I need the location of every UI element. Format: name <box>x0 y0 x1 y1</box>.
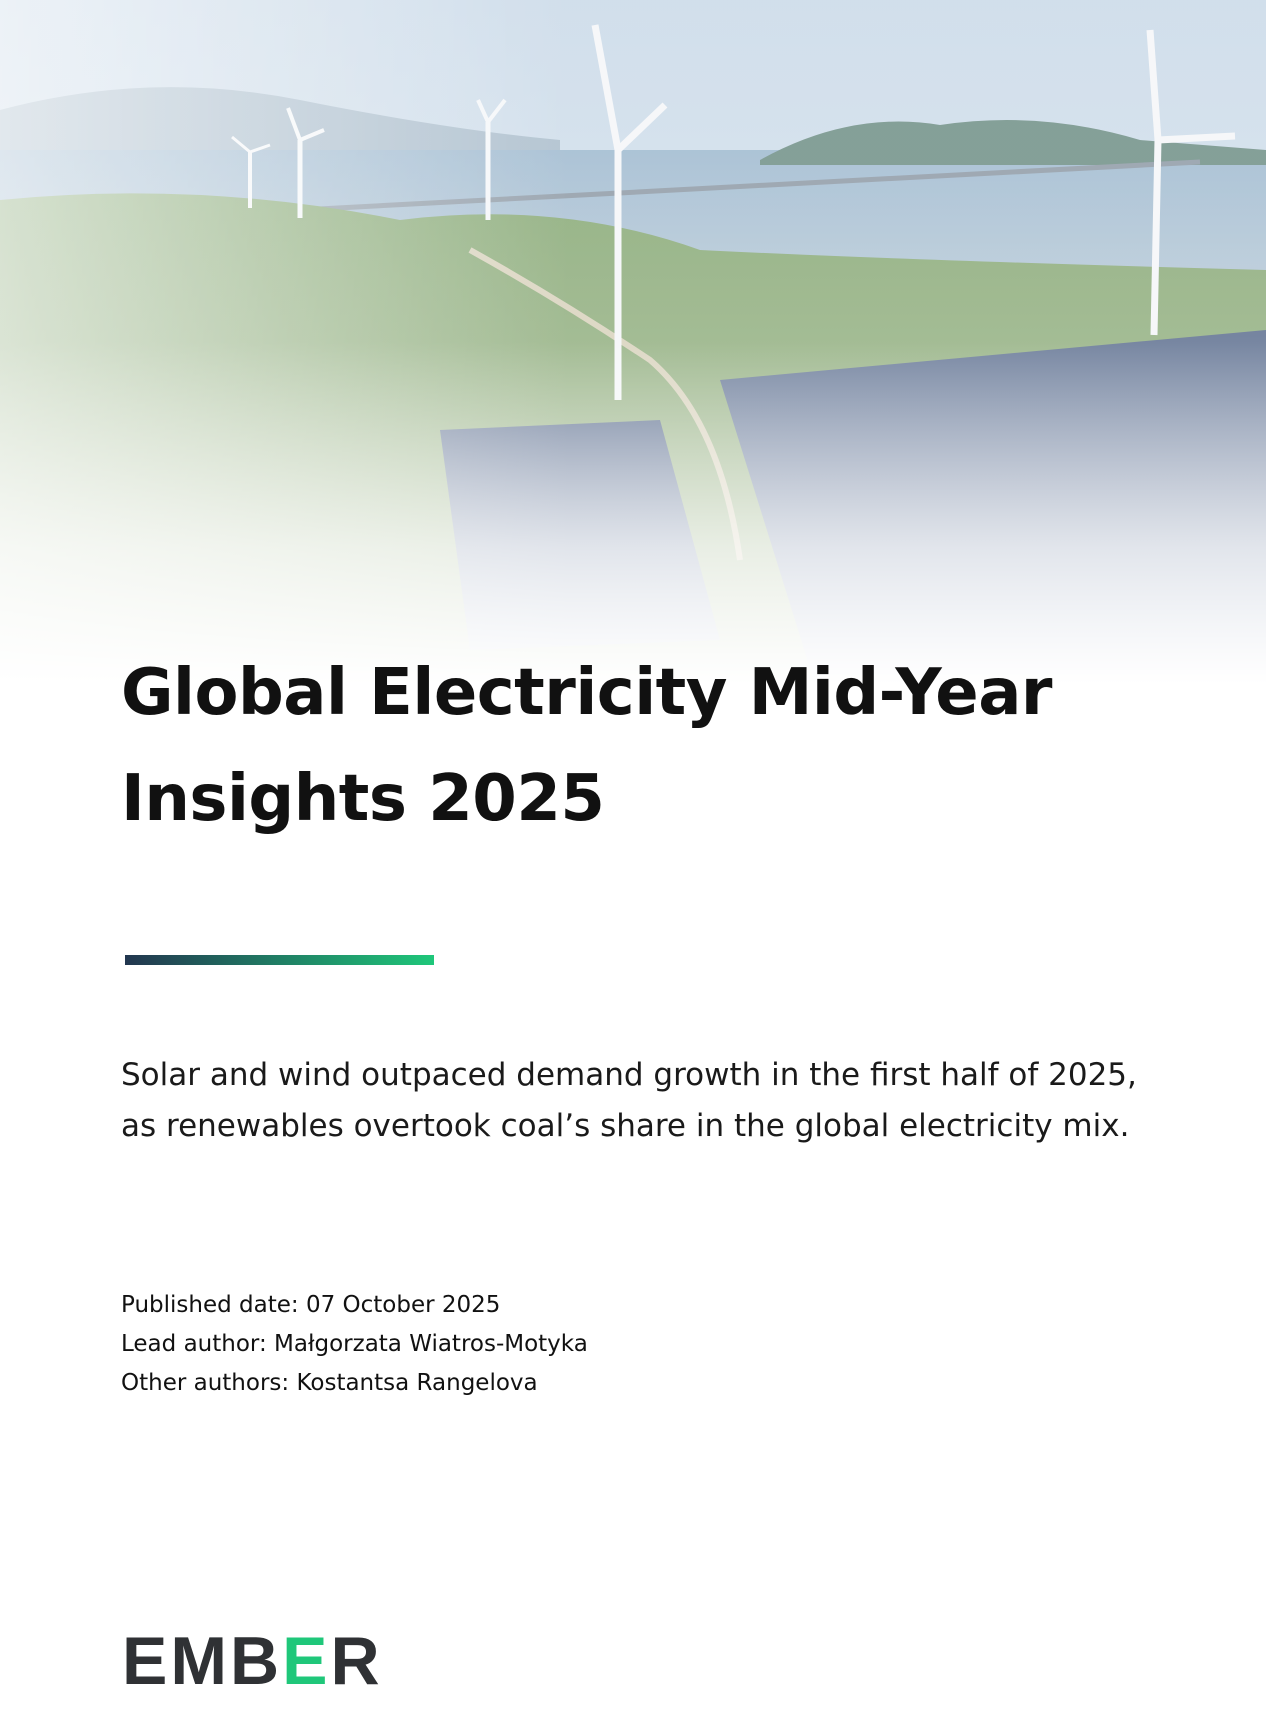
logo: EMBER <box>122 1622 383 1700</box>
published-date: Published date: 07 October 2025 <box>121 1292 501 1318</box>
lead-author: Lead author: Małgorzata Wiatros-Motyka <box>121 1331 588 1357</box>
logo-letter: E <box>122 1623 171 1699</box>
subtitle: Solar and wind outpaced demand growth in… <box>121 1057 1137 1144</box>
cover-photo <box>0 0 1266 760</box>
other-authors: Other authors: Kostantsa Rangelova <box>121 1370 538 1396</box>
title: Global Electricity Mid-Year Insights 202… <box>121 656 1052 836</box>
logo-letter: B <box>230 1623 283 1699</box>
logo-letter: R <box>330 1623 383 1699</box>
meta-list: Published date: 07 October 2025 Lead aut… <box>121 1286 588 1403</box>
accent-rule <box>125 955 434 965</box>
logo-letter: M <box>170 1623 231 1699</box>
logo-letter: E <box>282 1623 331 1699</box>
